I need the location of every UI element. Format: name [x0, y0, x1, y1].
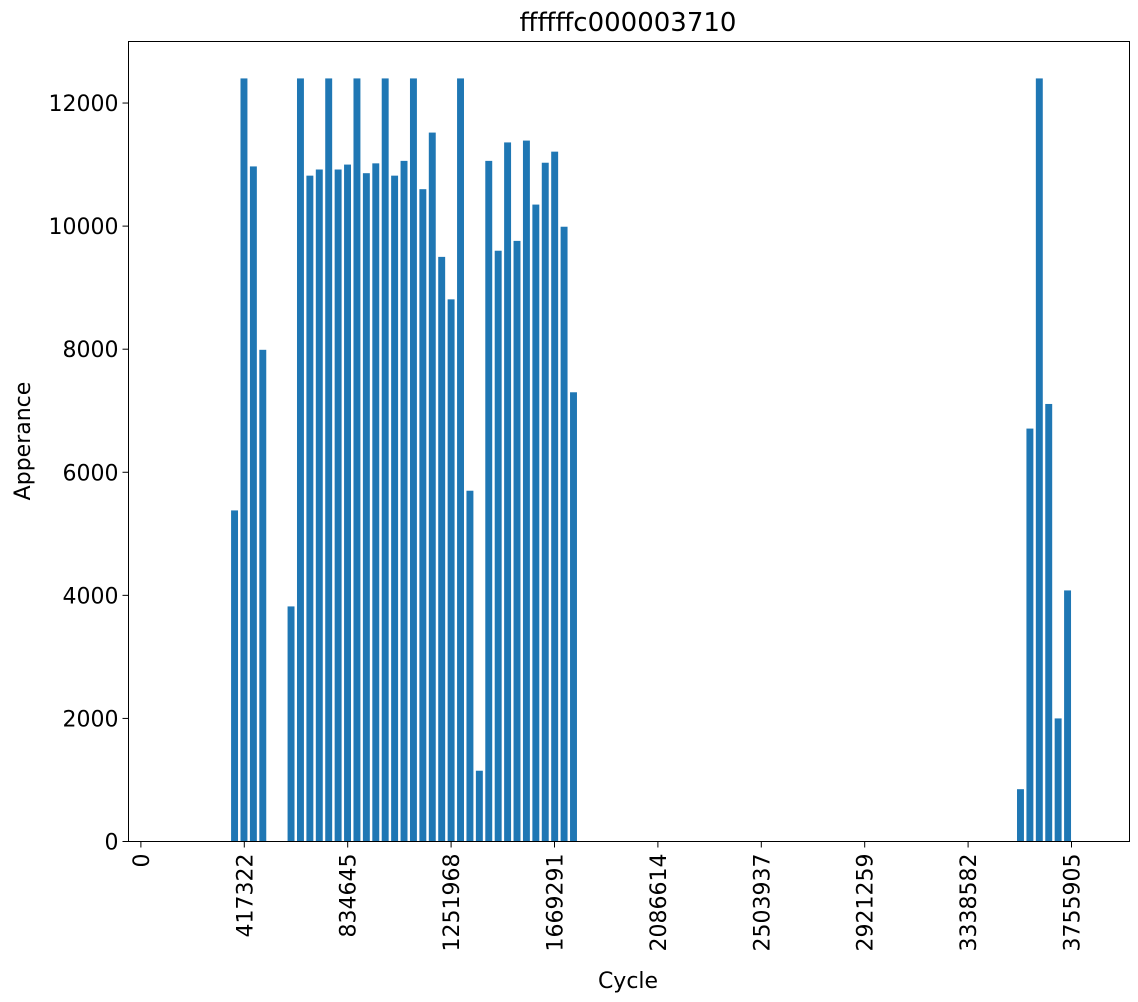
bar	[391, 175, 399, 842]
x-tick-label: 417322	[233, 854, 258, 938]
bar	[231, 510, 239, 842]
bar	[1017, 789, 1024, 842]
bar	[438, 256, 446, 842]
chart-title: ffffffc000003710	[520, 8, 737, 38]
x-tick-label: 3338582	[957, 854, 982, 952]
bar	[1045, 403, 1053, 842]
bar	[428, 132, 436, 842]
y-tick-label: 10000	[49, 215, 119, 240]
bar	[372, 163, 380, 842]
bar	[249, 166, 257, 842]
bar	[447, 299, 455, 842]
y-axis: 0 2000 4000 6000 8000 10000 12000	[49, 92, 129, 856]
bar	[344, 164, 351, 842]
bar	[475, 770, 483, 842]
x-tick-label: 1251968	[440, 854, 465, 952]
bar	[560, 226, 568, 842]
bar	[287, 606, 295, 842]
bar	[457, 78, 464, 842]
bar	[1035, 78, 1043, 842]
bar	[532, 204, 540, 842]
bar	[409, 78, 417, 842]
bar	[259, 349, 267, 842]
bar	[522, 140, 530, 842]
x-tick-label: 2921259	[854, 854, 879, 952]
bar	[551, 151, 559, 842]
bar	[381, 78, 389, 842]
y-axis-label: Apperance	[11, 382, 36, 501]
bar	[513, 240, 521, 842]
bar	[570, 392, 577, 842]
bar	[362, 173, 370, 842]
bar	[541, 162, 549, 842]
x-tick-label: 2086614	[647, 854, 672, 952]
x-tick-label: 2503937	[750, 854, 775, 952]
x-tick-label: 0	[130, 854, 155, 868]
bar	[466, 490, 474, 842]
bar	[419, 189, 427, 842]
y-tick-label: 6000	[63, 461, 119, 486]
bar	[1026, 428, 1034, 842]
y-tick-label: 8000	[63, 338, 119, 363]
bar	[296, 78, 304, 842]
bar	[1054, 718, 1062, 842]
bar	[485, 160, 493, 842]
x-tick-label: 1669291	[543, 854, 568, 952]
bar	[1064, 590, 1072, 842]
x-axis-label: Cycle	[598, 969, 658, 994]
y-tick-label: 4000	[63, 584, 119, 609]
bar	[325, 78, 333, 842]
y-tick-label: 0	[105, 831, 119, 856]
bar	[504, 142, 512, 842]
bar	[494, 250, 502, 842]
x-axis: 0 417322 834645 1251968 1669291 2086614 250393…	[130, 841, 1085, 952]
bar	[334, 169, 342, 842]
bar	[400, 160, 408, 842]
bar	[353, 78, 361, 842]
y-tick-label: 12000	[49, 92, 119, 117]
bar	[306, 175, 314, 842]
bars-group	[231, 78, 1072, 842]
bar	[240, 78, 248, 842]
y-tick-label: 2000	[63, 707, 119, 732]
bar	[315, 169, 323, 842]
x-tick-label: 834645	[337, 854, 362, 938]
x-tick-label: 3755905	[1060, 854, 1085, 952]
plot-frame	[128, 41, 1130, 842]
